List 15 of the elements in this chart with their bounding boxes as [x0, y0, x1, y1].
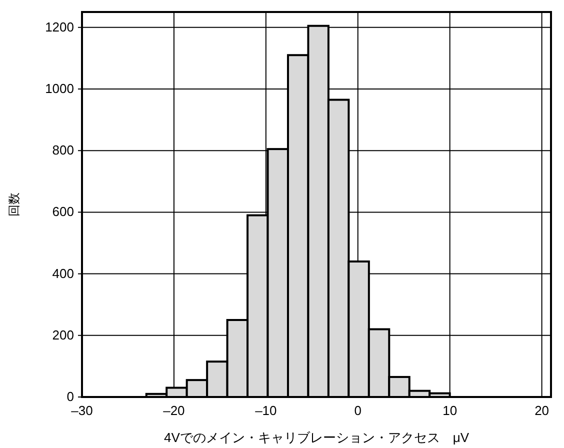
x-axis-title: 4Vでのメイン・キャリブレーション・アクセス μV [164, 430, 470, 445]
y-tick-label: 1200 [45, 19, 74, 34]
y-axis-title: 回数 [7, 192, 21, 216]
x-tick-label: –30 [71, 403, 93, 418]
x-tick-label: 20 [534, 403, 550, 418]
y-tick-label: 400 [52, 266, 74, 281]
x-tick-label: –20 [163, 403, 185, 418]
x-tick-label: 10 [442, 403, 458, 418]
x-tick-label: 0 [354, 403, 362, 418]
x-tick-label: –10 [255, 403, 277, 418]
y-tick-label: 600 [52, 204, 74, 220]
y-tick-label: 0 [66, 389, 74, 404]
y-tick-label: 800 [52, 142, 74, 158]
y-tick-label: 1000 [45, 81, 74, 96]
y-tick-label: 200 [52, 327, 74, 342]
